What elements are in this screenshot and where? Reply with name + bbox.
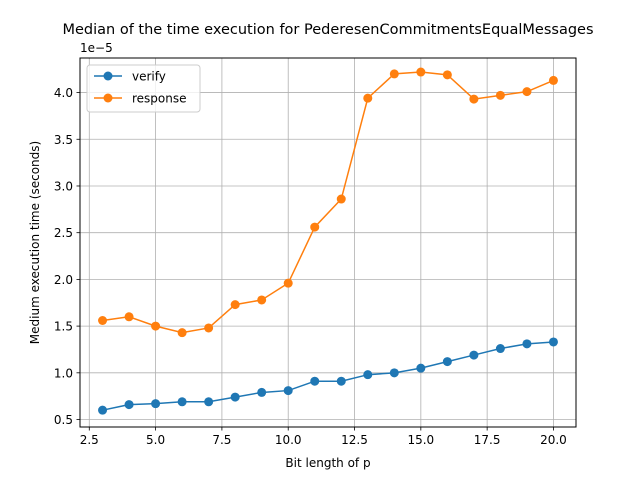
data-point-verify — [124, 400, 134, 410]
y-tick-label: 3.0 — [54, 179, 73, 193]
data-point-verify — [548, 337, 558, 347]
data-point-response — [416, 67, 426, 77]
data-point-response — [283, 278, 293, 288]
data-point-verify — [469, 350, 479, 360]
x-tick-label: 10.0 — [275, 433, 302, 447]
data-point-response — [204, 323, 214, 333]
x-tick-label: 12.5 — [341, 433, 368, 447]
y-tick-label: 1.5 — [54, 320, 73, 334]
data-point-response — [548, 75, 558, 85]
y-tick-label: 2.0 — [54, 273, 73, 287]
x-tick-label: 15.0 — [407, 433, 434, 447]
data-point-verify — [98, 405, 108, 415]
data-point-response — [177, 328, 187, 338]
y-tick-label: 1.0 — [54, 366, 73, 380]
y-axis-label: Medium execution time (seconds) — [28, 141, 42, 344]
data-point-verify — [257, 387, 267, 397]
legend-marker — [103, 93, 113, 103]
data-point-verify — [336, 376, 346, 386]
data-point-response — [442, 70, 452, 80]
data-point-verify — [389, 368, 399, 378]
data-point-verify — [230, 392, 240, 402]
data-point-response — [257, 295, 267, 305]
y-offset-label: 1e−5 — [80, 41, 113, 55]
y-tick-label: 4.0 — [54, 86, 73, 100]
x-tick-label: 17.5 — [474, 433, 501, 447]
series-verify — [98, 337, 558, 415]
data-point-verify — [283, 386, 293, 396]
data-point-response — [522, 87, 532, 97]
data-point-response — [98, 316, 108, 326]
x-tick-label: 7.5 — [212, 433, 231, 447]
data-point-verify — [310, 376, 320, 386]
data-point-response — [363, 93, 373, 103]
data-point-verify — [177, 397, 187, 407]
data-point-verify — [151, 399, 161, 409]
data-point-response — [389, 69, 399, 79]
data-point-response — [495, 90, 505, 100]
legend: verify response — [86, 64, 201, 113]
y-tick-label: 3.5 — [54, 133, 73, 147]
data-point-verify — [522, 339, 532, 349]
y-axis: 0.5 1.0 1.5 2.0 2.5 3.0 3.5 4.0 — [54, 86, 80, 427]
data-point-response — [230, 300, 240, 310]
y-tick-label: 2.5 — [54, 226, 73, 240]
x-tick-label: 5.0 — [146, 433, 165, 447]
legend-item-response: response — [94, 92, 187, 106]
y-tick-label: 0.5 — [54, 413, 73, 427]
data-point-response — [336, 194, 346, 204]
x-tick-label: 2.5 — [80, 433, 99, 447]
legend-marker — [103, 71, 113, 81]
legend-label: verify — [132, 70, 166, 84]
data-point-verify — [363, 370, 373, 380]
series-response — [98, 67, 558, 338]
data-point-verify — [495, 344, 505, 354]
x-axis: 2.5 5.0 7.5 10.0 12.5 15.0 17.5 20.0 — [80, 427, 567, 447]
legend-item-verify: verify — [94, 70, 166, 84]
data-point-response — [310, 222, 320, 232]
data-point-response — [469, 94, 479, 104]
series-layer — [98, 67, 558, 415]
grid — [80, 58, 576, 427]
x-tick-label: 20.0 — [540, 433, 567, 447]
plot-frame — [79, 57, 577, 428]
data-point-verify — [416, 363, 426, 373]
data-point-response — [151, 321, 161, 331]
data-point-response — [124, 312, 134, 322]
legend-label: response — [132, 92, 187, 106]
x-axis-label: Bit length of p — [285, 456, 370, 470]
chart-title: Median of the time execution for Pederes… — [62, 22, 593, 38]
data-point-verify — [442, 357, 452, 367]
data-point-verify — [204, 397, 214, 407]
